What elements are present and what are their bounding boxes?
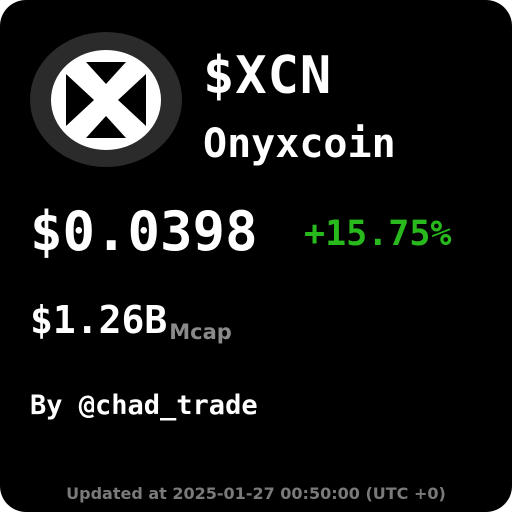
token-name: Onyxcoin	[203, 121, 396, 167]
author-handle: By @chad_trade	[30, 390, 258, 421]
market-cap-row: $1.26BMcap	[30, 298, 232, 344]
price-change-percent: +15.75%	[304, 214, 452, 254]
onyxcoin-logo-icon	[30, 32, 182, 167]
market-cap-value: $1.26B	[30, 298, 168, 342]
updated-timestamp: Updated at 2025-01-27 00:50:00 (UTC +0)	[66, 484, 446, 503]
token-ticker: $XCN	[203, 46, 333, 106]
market-cap-label: Mcap	[169, 320, 232, 344]
token-price: $0.0398	[30, 200, 258, 263]
